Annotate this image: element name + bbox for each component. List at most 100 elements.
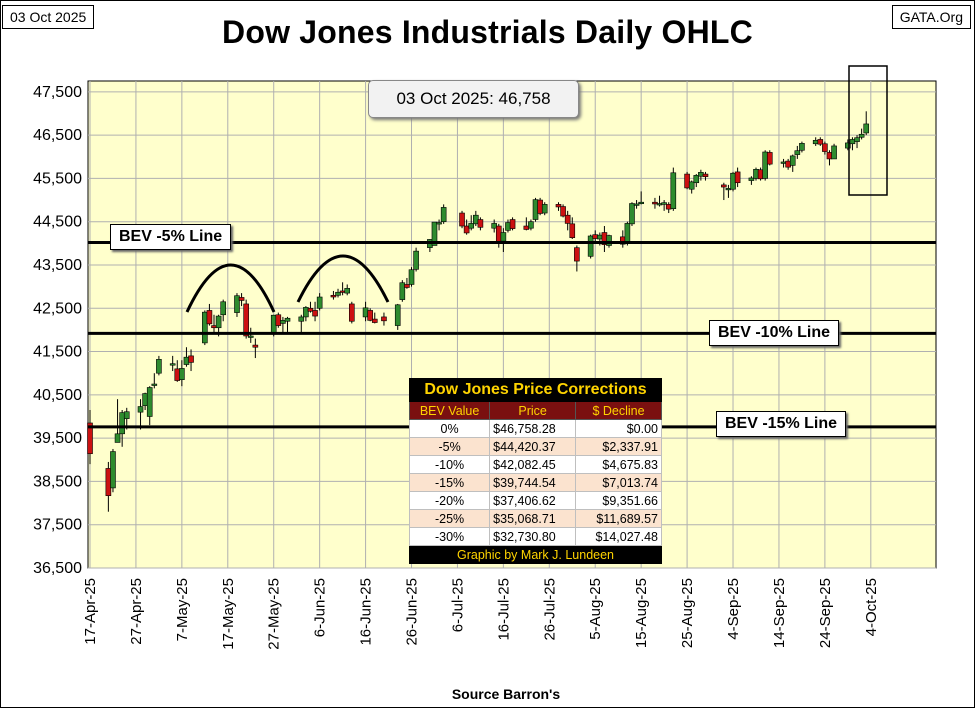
ohlc-bar	[146, 386, 153, 426]
cell-price: $32,730.80	[489, 527, 577, 546]
ohlc-bar	[822, 141, 828, 155]
ohlc-bar	[349, 301, 355, 324]
ohlc-body	[307, 307, 314, 312]
ohlc-body	[734, 171, 741, 184]
latest-close-callout: 03 Oct 2025: 46,758	[368, 80, 579, 118]
table-row: -20% $37,406.62 $9,351.66	[408, 491, 662, 510]
cell-decline: $9,351.66	[575, 491, 662, 510]
ohlc-body	[440, 207, 447, 222]
ohlc-body	[349, 303, 355, 322]
bev-15-label: BEV -15% Line	[716, 411, 847, 437]
ohlc-bar	[463, 219, 470, 235]
ohlc-body	[463, 225, 470, 234]
ohlc-bar	[652, 197, 658, 209]
y-tick-label: 46,500	[33, 127, 82, 144]
ohlc-bar	[766, 150, 773, 166]
ohlc-body	[275, 314, 282, 326]
ohlc-body	[780, 161, 787, 164]
ohlc-body	[284, 317, 291, 322]
ohlc-bar	[831, 143, 837, 160]
ohlc-body	[592, 234, 599, 239]
ohlc-body	[174, 368, 181, 381]
ohlc-body	[845, 142, 851, 149]
ohlc-body	[794, 150, 801, 155]
ohlc-bar	[537, 197, 543, 216]
ohlc-bar	[280, 316, 286, 335]
ohlc-bar	[206, 303, 213, 326]
y-tick-label: 38,500	[33, 473, 82, 490]
table-row: -15% $39,744.54 $7,013.74	[408, 473, 662, 492]
ohlc-body	[826, 152, 833, 160]
ohlc-body	[574, 247, 580, 262]
y-tick-label: 43,500	[33, 257, 82, 274]
ohlc-body	[799, 143, 805, 151]
ohlc-body	[753, 169, 759, 179]
ohlc-body	[431, 221, 438, 246]
ohlc-body	[831, 145, 837, 160]
y-tick-label: 41,500	[33, 344, 82, 361]
ohlc-bar	[169, 355, 176, 372]
table-row: -5% $44,420.37 $2,337.91	[408, 437, 662, 456]
ohlc-body	[151, 383, 158, 386]
ohlc-bar	[459, 210, 465, 229]
cell-decline: $7,013.74	[575, 473, 662, 492]
ohlc-body	[606, 235, 612, 246]
ohlc-body	[702, 173, 709, 177]
ohlc-body	[330, 294, 337, 298]
ohlc-body	[688, 181, 695, 190]
ohlc-body	[459, 212, 465, 227]
ohlc-body	[785, 160, 791, 168]
y-tick-label: 47,500	[33, 84, 82, 101]
ohlc-body	[684, 173, 690, 189]
ohlc-body	[339, 290, 346, 293]
ohlc-body	[179, 368, 185, 380]
ohlc-body	[500, 232, 507, 242]
ohlc-body	[280, 320, 286, 324]
ohlc-body	[247, 335, 254, 338]
y-axis: 36,500 37,500 38,500 39,500 40,500 41,500 42,5…	[33, 84, 82, 577]
ohlc-bar	[748, 176, 755, 185]
ohlc-bar	[202, 310, 208, 346]
ohlc-body	[473, 214, 479, 225]
ohlc-bar	[633, 200, 640, 209]
ohlc-bar	[858, 128, 865, 140]
x-tick-label: 27-May-25	[266, 578, 283, 650]
head-shoulder-arc-2	[296, 254, 390, 303]
cell-bev: -20%	[408, 491, 491, 510]
x-tick-label: 26-Jul-25	[541, 578, 558, 641]
ohlc-body	[142, 393, 148, 406]
ohlc-bar	[564, 210, 571, 231]
ohlc-bar	[574, 245, 580, 272]
ohlc-bar	[854, 135, 860, 149]
highlight-box	[848, 65, 888, 196]
cell-price: $46,758.28	[489, 419, 577, 438]
price-corrections-table: Dow Jones Price Corrections BEV Value Pr…	[408, 378, 662, 564]
bev-10-label: BEV -10% Line	[709, 320, 840, 346]
ohlc-body	[858, 133, 865, 138]
ohlc-bar	[298, 314, 305, 335]
ohlc-body	[629, 203, 635, 225]
ohlc-body	[146, 387, 153, 417]
ohlc-body	[381, 316, 387, 322]
y-tick-label: 45,500	[33, 170, 82, 187]
ohlc-body	[555, 204, 562, 208]
ohlc-bar	[730, 171, 736, 192]
cell-price: $37,406.62	[489, 491, 577, 510]
ohlc-body	[87, 422, 93, 455]
cell-price: $39,744.54	[489, 473, 577, 492]
ohlc-body	[812, 140, 819, 145]
ohlc-body	[298, 316, 305, 322]
ohlc-bar	[789, 154, 796, 172]
ohlc-bar	[670, 167, 677, 211]
ohlc-body	[114, 433, 121, 443]
ohlc-bar	[587, 234, 594, 259]
cell-bev: -10%	[408, 455, 491, 474]
table-row: -30% $32,730.80 $14,027.48	[408, 527, 662, 546]
cell-bev: -30%	[408, 527, 491, 546]
ohlc-bar	[532, 197, 539, 222]
x-tick-label: 17-May-25	[220, 578, 237, 650]
ohlc-bar	[753, 167, 759, 181]
x-tick-label: 14-Sep-25	[771, 578, 788, 648]
cell-bev: -15%	[408, 473, 491, 492]
ohlc-body	[211, 325, 217, 329]
